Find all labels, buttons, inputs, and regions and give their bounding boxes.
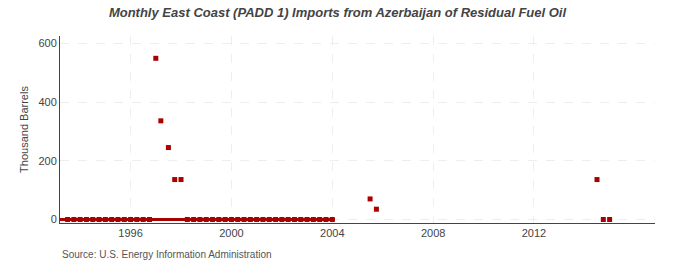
svg-text:200: 200 <box>38 155 56 167</box>
svg-text:1996: 1996 <box>118 227 142 239</box>
svg-text:400: 400 <box>38 96 56 108</box>
svg-text:600: 600 <box>38 37 56 49</box>
svg-text:Thousand Barrels: Thousand Barrels <box>18 86 30 173</box>
svg-text:0: 0 <box>51 213 57 225</box>
svg-text:Source: U.S. Energy Informatio: Source: U.S. Energy Information Administ… <box>62 249 272 260</box>
svg-text:Monthly East Coast (PADD 1) Im: Monthly East Coast (PADD 1) Imports from… <box>109 5 567 20</box>
svg-text:2008: 2008 <box>421 227 445 239</box>
svg-text:2004: 2004 <box>320 227 344 239</box>
svg-text:2012: 2012 <box>522 227 546 239</box>
svg-text:2000: 2000 <box>219 227 243 239</box>
